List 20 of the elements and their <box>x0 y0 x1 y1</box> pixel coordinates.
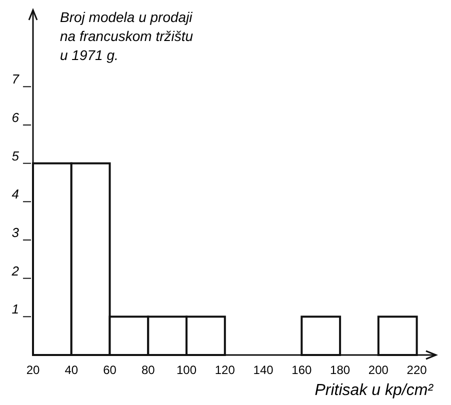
x-tick-label: 220 <box>406 363 428 377</box>
y-tick-label: 1 <box>12 302 19 317</box>
y-tick-label: 5 <box>12 148 20 164</box>
x-tick-label: 200 <box>368 363 389 377</box>
x-tick-label: 80 <box>141 363 156 377</box>
y-axis-title: Broj modela u prodaji na francuskom tržištu u 1971 g. <box>60 9 194 63</box>
x-tick-label: 140 <box>253 363 274 377</box>
x-tick-label: 20 <box>26 363 40 377</box>
x-tick-label: 40 <box>64 363 78 377</box>
x-tick-label: 180 <box>330 363 350 377</box>
x-tick-label: 160 <box>292 363 312 377</box>
y-tick-label: 4 <box>12 186 19 202</box>
x-tick-label: 100 <box>176 363 197 377</box>
y-tick-label: 2 <box>10 263 20 278</box>
y-tick-label: 3 <box>12 225 20 240</box>
y-tick-label: 6 <box>12 110 20 125</box>
x-axis-title: Pritisak u kp/cm² <box>314 382 434 399</box>
x-tick-label: 60 <box>103 363 117 377</box>
y-tick-label: 7 <box>12 72 20 87</box>
x-tick-label: 120 <box>214 363 236 377</box>
